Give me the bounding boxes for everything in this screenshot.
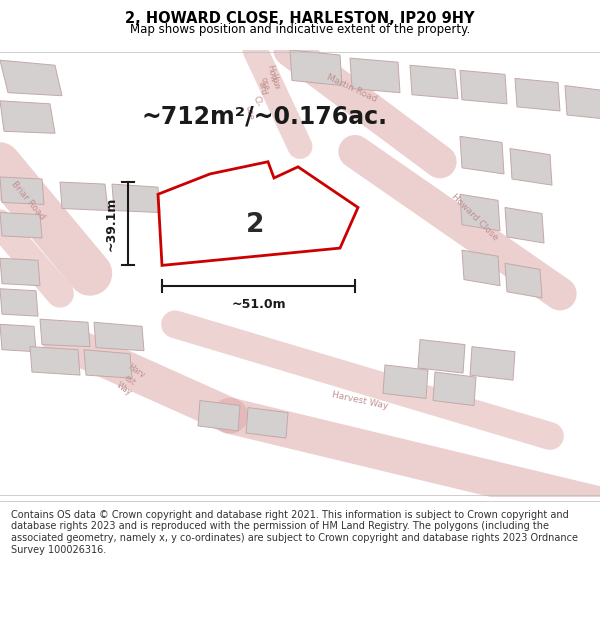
Polygon shape	[30, 347, 80, 375]
Polygon shape	[0, 60, 62, 96]
Polygon shape	[40, 319, 90, 347]
Text: Howard Close: Howard Close	[450, 192, 500, 242]
Polygon shape	[505, 263, 542, 298]
Text: Martin Road: Martin Road	[325, 73, 379, 104]
Polygon shape	[470, 347, 515, 380]
Polygon shape	[0, 289, 38, 316]
Polygon shape	[565, 86, 600, 119]
Text: 2: 2	[246, 212, 264, 238]
Polygon shape	[515, 79, 560, 111]
Polygon shape	[290, 50, 342, 86]
Polygon shape	[60, 182, 108, 211]
Text: ~39.1m: ~39.1m	[105, 196, 118, 251]
Text: Contains OS data © Crown copyright and database right 2021. This information is : Contains OS data © Crown copyright and d…	[11, 510, 578, 554]
Text: 2, HOWARD CLOSE, HARLESTON, IP20 9HY: 2, HOWARD CLOSE, HARLESTON, IP20 9HY	[125, 11, 475, 26]
Polygon shape	[418, 339, 465, 373]
Polygon shape	[383, 365, 428, 399]
Polygon shape	[0, 258, 40, 286]
Polygon shape	[0, 101, 55, 133]
Text: ose: ose	[243, 105, 255, 121]
Polygon shape	[0, 213, 42, 238]
Polygon shape	[246, 408, 288, 438]
Polygon shape	[460, 136, 504, 174]
Polygon shape	[84, 350, 132, 378]
Polygon shape	[112, 184, 160, 213]
Text: How
ose: How ose	[259, 72, 281, 93]
Polygon shape	[460, 71, 507, 104]
Text: Harv
est
Way: Harv est Way	[114, 362, 146, 398]
Text: ~712m²/~0.176ac.: ~712m²/~0.176ac.	[142, 104, 388, 128]
Text: Cl-: Cl-	[251, 94, 262, 107]
Polygon shape	[410, 65, 458, 99]
Text: Briar Road: Briar Road	[10, 179, 47, 221]
Polygon shape	[505, 208, 544, 243]
Polygon shape	[462, 250, 500, 286]
Polygon shape	[460, 194, 500, 231]
Text: Harvest Way: Harvest Way	[331, 390, 389, 411]
Polygon shape	[94, 322, 144, 351]
Polygon shape	[433, 372, 476, 406]
Polygon shape	[198, 401, 240, 431]
Text: ard: ard	[256, 81, 268, 96]
Text: How-: How-	[265, 64, 277, 87]
Polygon shape	[510, 149, 552, 185]
Text: ~51.0m: ~51.0m	[231, 298, 286, 311]
Polygon shape	[0, 324, 36, 352]
Polygon shape	[0, 177, 44, 204]
Polygon shape	[350, 58, 400, 92]
Text: Map shows position and indicative extent of the property.: Map shows position and indicative extent…	[130, 23, 470, 36]
